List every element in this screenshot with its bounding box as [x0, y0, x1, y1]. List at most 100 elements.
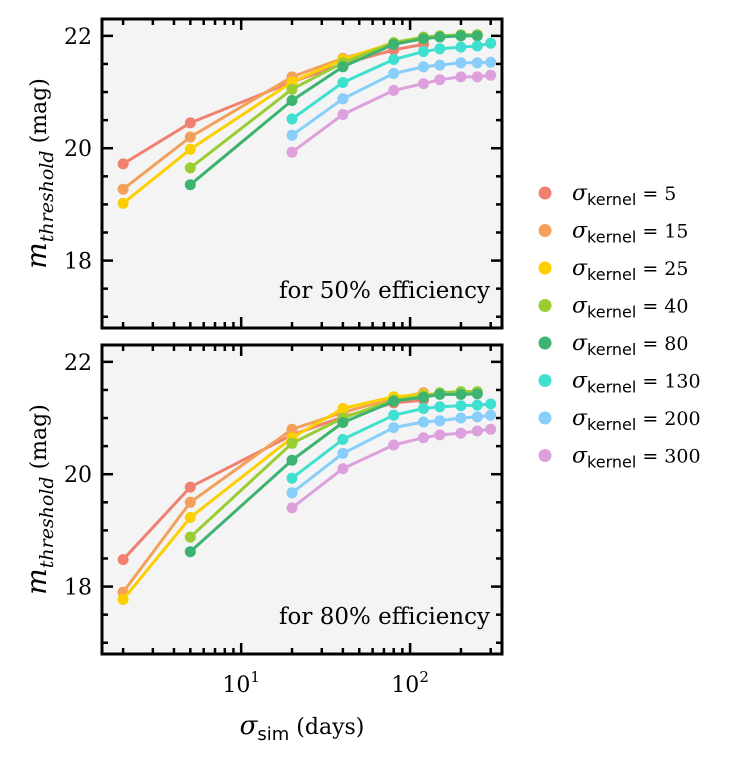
data-point-kernel-300 — [434, 429, 446, 441]
legend-marker — [538, 411, 552, 425]
data-point-kernel-130 — [455, 400, 467, 412]
data-point-kernel-130 — [388, 409, 400, 421]
legend: σkernel = 5 σkernel = 15 σkernel = 25 σkern… — [538, 181, 701, 472]
data-point-kernel-130 — [337, 433, 349, 445]
efficiency-annotation: for 80% efficiency — [279, 604, 490, 630]
data-point-kernel-200 — [485, 56, 497, 68]
data-point-kernel-130 — [434, 43, 446, 55]
data-point-kernel-80 — [286, 95, 298, 106]
data-point-kernel-130 — [418, 403, 429, 414]
legend-marker — [538, 261, 552, 275]
panel-2: 18 20 22 101 102 for 80% efficiency mthreshold… — [20, 343, 504, 745]
plot-frame — [100, 343, 504, 656]
y-tick-label: 18 — [64, 576, 92, 601]
data-point-kernel-80 — [434, 31, 446, 43]
legend-entry-label: σkernel = 15 — [572, 219, 688, 247]
plot-area — [102, 19, 502, 328]
data-point-kernel-300 — [485, 423, 497, 435]
data-point-kernel-300 — [455, 427, 467, 439]
y-axis-title: mthreshold (mag) — [20, 404, 58, 595]
x-tick-label: 101 — [222, 668, 260, 698]
data-point-kernel-40 — [286, 437, 298, 449]
legend-entry-label: σkernel = 25 — [572, 256, 688, 284]
data-point-kernel-200 — [485, 409, 497, 421]
data-point-kernel-80 — [337, 417, 349, 428]
data-point-kernel-5 — [184, 481, 196, 493]
data-point-kernel-130 — [434, 401, 446, 413]
x-tick-label: 102 — [391, 668, 429, 698]
data-point-kernel-80 — [184, 546, 196, 558]
legend-entry-label: σkernel = 40 — [572, 294, 688, 322]
data-point-kernel-300 — [485, 69, 497, 81]
legend-marker — [538, 299, 552, 312]
data-point-kernel-25 — [117, 197, 129, 209]
data-point-kernel-5 — [117, 554, 129, 566]
efficiency-annotation: for 50% efficiency — [279, 278, 490, 304]
y-tick-label: 20 — [64, 463, 92, 488]
y-tick-label: 22 — [64, 351, 92, 376]
y-tick-label: 22 — [64, 25, 92, 50]
data-point-kernel-200 — [286, 487, 298, 499]
data-point-kernel-200 — [388, 68, 400, 79]
data-point-kernel-200 — [286, 129, 298, 141]
data-point-kernel-130 — [471, 399, 483, 411]
data-point-kernel-200 — [337, 447, 349, 459]
data-point-kernel-200 — [337, 93, 349, 105]
data-point-kernel-200 — [455, 57, 467, 69]
y-axis-title: mthreshold (mag) — [20, 78, 58, 269]
data-point-kernel-5 — [184, 117, 196, 129]
data-point-kernel-200 — [455, 412, 467, 424]
data-point-kernel-130 — [337, 77, 349, 88]
data-point-kernel-300 — [471, 425, 483, 437]
data-point-kernel-15 — [117, 183, 129, 195]
data-point-kernel-80 — [471, 30, 483, 42]
data-point-kernel-200 — [434, 415, 446, 427]
legend-marker — [538, 336, 552, 350]
data-point-kernel-130 — [286, 113, 298, 125]
data-point-kernel-300 — [418, 78, 429, 90]
data-point-kernel-15 — [286, 423, 298, 435]
data-point-kernel-300 — [286, 146, 298, 158]
data-point-kernel-25 — [184, 512, 196, 523]
legend-entry-label: σkernel = 80 — [572, 331, 688, 359]
data-point-kernel-130 — [485, 37, 497, 49]
data-point-kernel-300 — [418, 432, 429, 444]
data-point-kernel-80 — [455, 388, 467, 400]
data-point-kernel-200 — [418, 416, 429, 428]
data-point-kernel-300 — [471, 71, 483, 83]
data-point-kernel-40 — [184, 531, 196, 543]
data-point-kernel-200 — [434, 59, 446, 71]
data-point-kernel-25 — [337, 403, 349, 414]
data-point-kernel-200 — [471, 57, 483, 69]
data-point-kernel-15 — [184, 131, 196, 143]
legend-marker — [538, 449, 552, 462]
legend-marker — [538, 224, 552, 237]
data-point-kernel-300 — [337, 109, 349, 120]
data-point-kernel-80 — [455, 30, 467, 42]
data-point-kernel-80 — [418, 391, 429, 403]
data-point-kernel-80 — [471, 388, 483, 400]
data-point-kernel-80 — [286, 454, 298, 466]
data-point-kernel-200 — [388, 422, 400, 434]
legend-entry-label: σkernel = 300 — [572, 444, 701, 472]
data-point-kernel-130 — [455, 41, 467, 53]
data-point-kernel-130 — [388, 54, 400, 65]
data-point-kernel-130 — [418, 46, 429, 58]
data-point-kernel-80 — [388, 38, 400, 50]
legend-marker — [538, 374, 552, 387]
data-point-kernel-80 — [184, 179, 196, 191]
data-point-kernel-300 — [388, 84, 400, 96]
legend-entry-label: σkernel = 5 — [572, 181, 676, 209]
data-point-kernel-300 — [455, 71, 467, 83]
data-point-kernel-25 — [184, 143, 196, 155]
data-point-kernel-5 — [117, 158, 129, 170]
data-point-kernel-130 — [485, 398, 497, 410]
data-point-kernel-25 — [117, 594, 129, 605]
legend-entry-label: σkernel = 200 — [572, 406, 701, 434]
y-tick-label: 18 — [64, 250, 92, 275]
data-point-kernel-130 — [471, 40, 483, 52]
data-point-kernel-80 — [418, 33, 429, 45]
data-point-kernel-80 — [388, 395, 400, 407]
x-axis-title: σsim (days) — [240, 711, 365, 745]
